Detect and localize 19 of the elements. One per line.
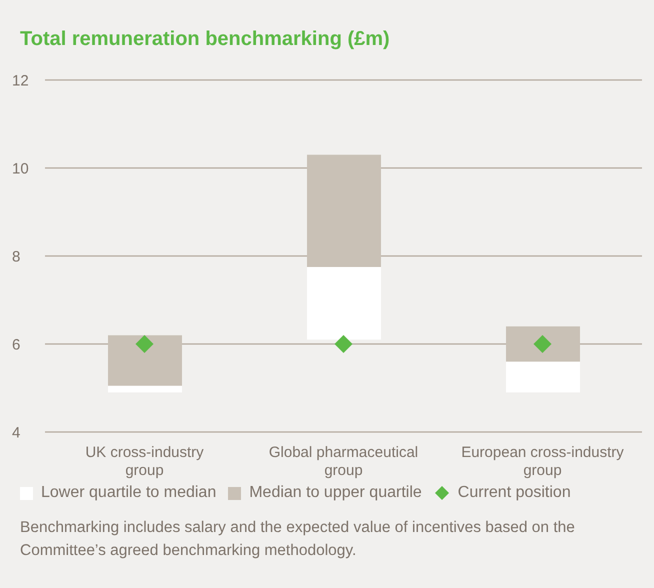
x-tick-label: Global pharmaceutical group	[268, 444, 418, 479]
y-tick-label: 12	[12, 72, 29, 90]
text: Benchmarking includes salary and the expected value of incentives based on the Committee’s agreed benchmarking methodology.	[20, 518, 576, 561]
bar	[506, 326, 580, 362]
y-tick-label: 4	[12, 424, 20, 442]
bar	[307, 267, 381, 340]
y-tick-label: 8	[12, 248, 20, 266]
x-tick-label: UK cross-industry group	[85, 444, 204, 479]
y-tick-label: 10	[12, 160, 29, 178]
legend-label: Median to upper quartile	[249, 484, 422, 502]
bar	[307, 154, 381, 267]
y-tick-label: 6	[12, 336, 20, 354]
x-tick-label: European cross-industry group	[461, 444, 624, 479]
legend-label: Current position	[458, 484, 571, 502]
chart-title: Total remuneration benchmarking (£m)	[20, 28, 390, 51]
bar	[108, 386, 182, 392]
legend-label: Lower quartile to median	[41, 484, 216, 502]
bar	[506, 362, 580, 392]
bar	[108, 335, 182, 386]
